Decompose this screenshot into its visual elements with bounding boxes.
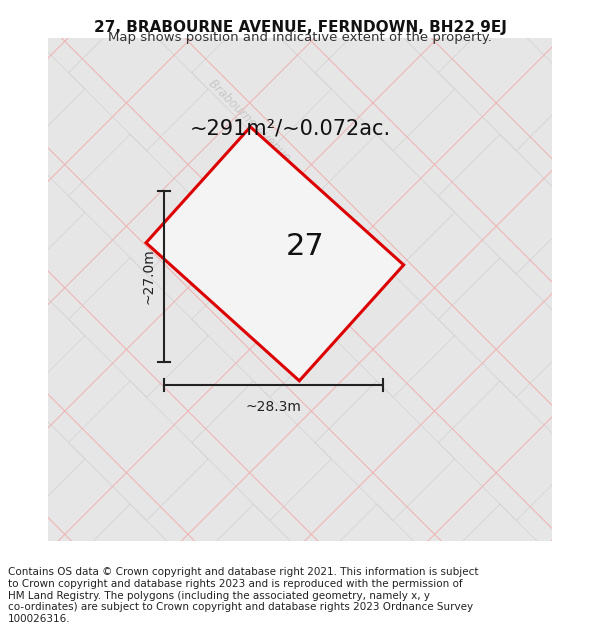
Polygon shape	[130, 179, 286, 336]
Polygon shape	[562, 118, 600, 274]
Polygon shape	[0, 179, 40, 336]
Polygon shape	[377, 56, 533, 212]
Polygon shape	[562, 241, 600, 398]
Text: 27, BRABOURNE AVENUE, FERNDOWN, BH22 9EJ: 27, BRABOURNE AVENUE, FERNDOWN, BH22 9EJ	[94, 20, 506, 35]
Polygon shape	[0, 488, 101, 625]
Polygon shape	[130, 0, 286, 89]
Polygon shape	[253, 56, 409, 212]
Polygon shape	[192, 0, 348, 28]
Polygon shape	[562, 611, 600, 625]
Polygon shape	[253, 426, 409, 582]
Polygon shape	[68, 118, 224, 274]
Polygon shape	[192, 118, 348, 274]
Polygon shape	[0, 0, 101, 28]
Polygon shape	[315, 488, 471, 625]
Polygon shape	[500, 0, 600, 89]
Polygon shape	[0, 0, 40, 89]
Polygon shape	[439, 0, 595, 151]
Text: Contains OS data © Crown copyright and database right 2021. This information is : Contains OS data © Crown copyright and d…	[8, 568, 478, 624]
Polygon shape	[253, 179, 409, 336]
Polygon shape	[146, 127, 404, 381]
Polygon shape	[192, 364, 348, 521]
Polygon shape	[500, 549, 600, 625]
Polygon shape	[192, 611, 348, 625]
Polygon shape	[0, 56, 40, 212]
Polygon shape	[0, 118, 101, 274]
Text: Brabourne Avenue: Brabourne Avenue	[206, 77, 293, 164]
Polygon shape	[192, 488, 348, 625]
Polygon shape	[0, 364, 101, 521]
Polygon shape	[192, 241, 348, 398]
Polygon shape	[315, 611, 471, 625]
Polygon shape	[315, 0, 471, 151]
Polygon shape	[377, 426, 533, 582]
Polygon shape	[0, 303, 40, 459]
Polygon shape	[192, 0, 348, 151]
Polygon shape	[377, 0, 533, 89]
Polygon shape	[130, 56, 286, 212]
Polygon shape	[439, 118, 595, 274]
Polygon shape	[500, 179, 600, 336]
Polygon shape	[130, 303, 286, 459]
Polygon shape	[7, 56, 163, 212]
Polygon shape	[7, 303, 163, 459]
Polygon shape	[68, 488, 224, 625]
Text: ~28.3m: ~28.3m	[245, 400, 302, 414]
Polygon shape	[0, 549, 40, 625]
Polygon shape	[0, 0, 101, 151]
Polygon shape	[562, 488, 600, 625]
Polygon shape	[439, 364, 595, 521]
Polygon shape	[0, 241, 101, 398]
Polygon shape	[439, 488, 595, 625]
Polygon shape	[253, 549, 409, 625]
Text: ~291m²/~0.072ac.: ~291m²/~0.072ac.	[190, 118, 391, 138]
Polygon shape	[439, 0, 595, 28]
Polygon shape	[68, 611, 224, 625]
Polygon shape	[7, 179, 163, 336]
Polygon shape	[68, 0, 224, 151]
Polygon shape	[68, 364, 224, 521]
Polygon shape	[7, 426, 163, 582]
Polygon shape	[130, 426, 286, 582]
Polygon shape	[7, 0, 163, 89]
Polygon shape	[315, 364, 471, 521]
Polygon shape	[562, 364, 600, 521]
Polygon shape	[253, 303, 409, 459]
Polygon shape	[377, 179, 533, 336]
Polygon shape	[377, 303, 533, 459]
Polygon shape	[315, 0, 471, 28]
Polygon shape	[68, 0, 224, 28]
Polygon shape	[0, 426, 40, 582]
Polygon shape	[7, 549, 163, 625]
Polygon shape	[377, 549, 533, 625]
Polygon shape	[315, 241, 471, 398]
Polygon shape	[500, 303, 600, 459]
Polygon shape	[315, 118, 471, 274]
Text: 27: 27	[286, 232, 325, 261]
Polygon shape	[500, 56, 600, 212]
Polygon shape	[68, 241, 224, 398]
Polygon shape	[0, 611, 101, 625]
Polygon shape	[253, 0, 409, 89]
Polygon shape	[562, 0, 600, 28]
Polygon shape	[562, 0, 600, 151]
Polygon shape	[500, 426, 600, 582]
Polygon shape	[439, 611, 595, 625]
Polygon shape	[439, 241, 595, 398]
Text: ~27.0m: ~27.0m	[141, 249, 155, 304]
Polygon shape	[130, 549, 286, 625]
Text: Map shows position and indicative extent of the property.: Map shows position and indicative extent…	[108, 31, 492, 44]
